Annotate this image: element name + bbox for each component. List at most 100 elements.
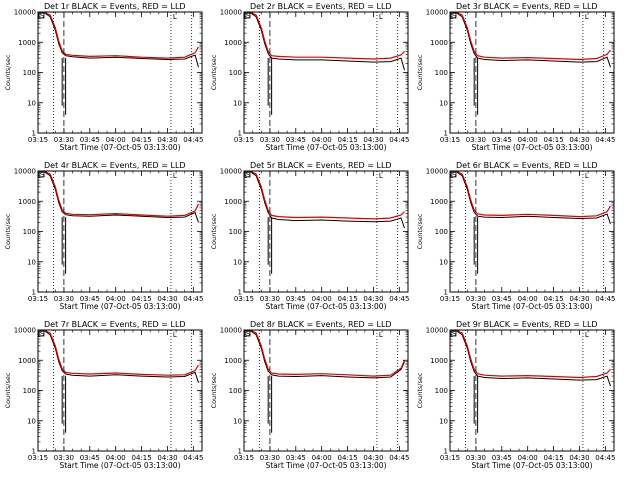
x-tick-label: 04:30: [157, 454, 177, 462]
y-tick-label: 1000: [224, 39, 242, 47]
x-tick-label: 03:30: [260, 136, 280, 144]
series-line-black: [42, 329, 199, 383]
box-marker-icon: [450, 330, 457, 337]
x-tick-label: 04:45: [595, 295, 615, 303]
x-tick-label: 04:45: [183, 454, 203, 462]
y-tick-label: 100: [23, 69, 36, 77]
x-tick-label: 04:15: [543, 295, 563, 303]
box-left-label: S: [246, 171, 251, 179]
series-line-black: [454, 329, 611, 387]
x-tick-label: 04:00: [106, 295, 126, 303]
x-tick-label: 03:30: [260, 295, 280, 303]
y-tick-label: 1: [238, 130, 242, 138]
series-line-black: [42, 11, 199, 68]
series-line-red: [454, 329, 611, 379]
x-tick-label: 03:15: [234, 454, 254, 462]
x-tick-label: 03:15: [234, 136, 254, 144]
x-tick-label: 04:30: [363, 295, 383, 303]
y-tick-label: 1: [444, 448, 448, 456]
y-tick-label: 100: [229, 69, 242, 77]
series-line-red: [454, 170, 612, 218]
panel-title: Det 4r BLACK = Events, RED = LLD: [44, 161, 186, 170]
y-tick-label: 10: [439, 258, 448, 266]
box-right-label: L: [173, 13, 177, 21]
x-tick-label: 04:30: [157, 136, 177, 144]
y-tick-label: 1: [32, 448, 36, 456]
y-tick-label: 100: [229, 387, 242, 395]
y-tick-label: 1000: [430, 357, 448, 365]
panel-title: Det 3r BLACK = Events, RED = LLD: [456, 2, 598, 11]
y-tick-label: 1000: [430, 39, 448, 47]
x-axis-label: Start Time (07-Oct-05 03:13:00): [471, 143, 592, 152]
x-tick-label: 04:30: [569, 295, 589, 303]
x-axis-label: Start Time (07-Oct-05 03:13:00): [59, 143, 180, 152]
series-line-black: [248, 11, 405, 71]
x-tick-label: 04:45: [183, 295, 203, 303]
box-left-label: S: [452, 171, 457, 179]
y-axis-label: Counts/sec: [210, 54, 218, 90]
y-tick-label: 10: [233, 99, 242, 107]
box-left-label: S: [40, 171, 45, 179]
panel-title: Det 6r BLACK = Events, RED = LLD: [456, 161, 598, 170]
box-marker-icon: [244, 330, 251, 337]
y-tick-label: 10000: [426, 168, 448, 176]
x-tick-label: 03:30: [466, 295, 486, 303]
x-tick-label: 03:45: [80, 295, 100, 303]
y-tick-label: 10: [27, 258, 36, 266]
y-tick-label: 1000: [18, 198, 36, 206]
y-tick-label: 10: [27, 99, 36, 107]
y-tick-label: 10: [233, 258, 242, 266]
x-tick-label: 03:30: [466, 136, 486, 144]
x-tick-label: 03:45: [492, 295, 512, 303]
x-tick-label: 04:00: [312, 136, 332, 144]
x-tick-label: 04:00: [312, 295, 332, 303]
x-axis-label: Start Time (07-Oct-05 03:13:00): [59, 461, 180, 470]
y-tick-label: 100: [23, 387, 36, 395]
series-line-black: [454, 11, 611, 68]
box-right-label: L: [173, 331, 177, 339]
box-right-label: L: [379, 172, 383, 180]
y-axis-label: Counts/sec: [416, 213, 424, 249]
box-marker-icon: [38, 330, 45, 337]
x-tick-label: 04:15: [131, 136, 151, 144]
y-tick-label: 10000: [14, 327, 36, 335]
y-tick-label: 10000: [220, 9, 242, 17]
y-tick-label: 100: [435, 69, 448, 77]
x-axis-label: Start Time (07-Oct-05 03:13:00): [265, 143, 386, 152]
x-tick-label: 03:45: [80, 136, 100, 144]
box-right-label: L: [585, 331, 589, 339]
series-line-red: [248, 170, 405, 220]
y-axis-label: Counts/sec: [4, 213, 12, 249]
y-axis-label: Counts/sec: [4, 54, 12, 90]
box-right-label: L: [585, 172, 589, 180]
panel-title: Det 5r BLACK = Events, RED = LLD: [250, 161, 392, 170]
x-tick-label: 04:30: [363, 454, 383, 462]
box-right-label: L: [379, 13, 383, 21]
box-left-label: S: [40, 330, 45, 338]
x-axis-label: Start Time (07-Oct-05 03:13:00): [265, 302, 386, 311]
y-tick-label: 1: [238, 448, 242, 456]
x-tick-label: 04:45: [595, 454, 615, 462]
x-axis-label: Start Time (07-Oct-05 03:13:00): [265, 461, 386, 470]
x-axis-label: Start Time (07-Oct-05 03:13:00): [471, 302, 592, 311]
x-tick-label: 04:30: [157, 295, 177, 303]
y-tick-label: 10000: [426, 327, 448, 335]
x-tick-label: 04:15: [337, 136, 357, 144]
box-marker-icon: [38, 12, 45, 19]
x-tick-label: 04:30: [363, 136, 383, 144]
y-axis-label: Counts/sec: [4, 372, 12, 408]
y-tick-label: 10: [439, 99, 448, 107]
series-line-red: [454, 11, 611, 61]
box-right-label: L: [379, 331, 383, 339]
x-tick-label: 03:45: [492, 454, 512, 462]
x-tick-label: 04:45: [389, 454, 409, 462]
y-tick-label: 1: [32, 289, 36, 297]
x-tick-label: 03:15: [28, 295, 48, 303]
